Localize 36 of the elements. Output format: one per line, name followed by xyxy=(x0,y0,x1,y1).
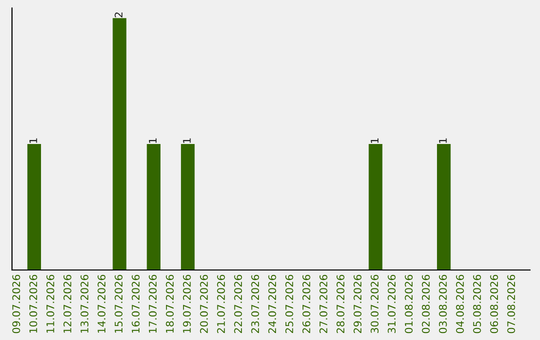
x-tick-label: 23.07.2026 xyxy=(251,274,260,334)
x-tick-label: 30.07.2026 xyxy=(370,274,379,334)
x-tick-label: 21.07.2026 xyxy=(217,274,225,334)
x-tick-label: 16.07.2026 xyxy=(132,274,140,333)
x-tick-label: 24.07.2026 xyxy=(268,274,276,334)
x-tick-label: 07.08.2026 xyxy=(507,274,516,334)
x-tick-label: 14.07.2026 xyxy=(98,274,106,333)
x-tick-label: 28.07.2026 xyxy=(336,274,344,334)
x-tick-label: 22.07.2026 xyxy=(234,274,242,334)
x-tick-label: 20.07.2026 xyxy=(200,274,208,334)
x-tick-label: 25.07.2026 xyxy=(285,274,294,334)
x-tick-label: 12.07.2026 xyxy=(63,274,72,333)
x-tick-label: 04.08.2026 xyxy=(456,274,464,334)
x-tick-label: 26.07.2026 xyxy=(302,274,310,334)
x-tick-label: 31.07.2026 xyxy=(388,274,396,334)
x-tick-label: 11.07.2026 xyxy=(46,274,54,333)
x-tick-label: 02.08.2026 xyxy=(422,274,430,334)
x-tick-label: 06.08.2026 xyxy=(490,274,498,334)
x-tick-label: 13.07.2026 xyxy=(80,274,88,333)
x-tick-label: 10.07.2026 xyxy=(29,274,38,333)
x-tick-label: 17.07.2026 xyxy=(148,274,157,333)
data-label: 1 xyxy=(29,138,38,143)
x-tick-label: 01.08.2026 xyxy=(404,274,413,334)
data-label: 1 xyxy=(148,138,157,143)
x-tick-label: 27.07.2026 xyxy=(319,274,328,334)
x-tick-label: 19.07.2026 xyxy=(182,274,191,333)
data-label: 1 xyxy=(183,138,191,143)
x-tick-label: 18.07.2026 xyxy=(166,274,174,333)
x-tick-label: 03.08.2026 xyxy=(438,274,447,334)
data-label: 1 xyxy=(370,138,378,143)
x-tick-label: 05.08.2026 xyxy=(473,274,481,334)
data-label: 2 xyxy=(114,12,122,18)
x-tick-label: 29.07.2026 xyxy=(354,274,362,334)
x-tick-label: 09.07.2026 xyxy=(12,274,20,334)
x-tick-label: 15.07.2026 xyxy=(114,274,123,333)
data-label: 1 xyxy=(439,138,447,143)
